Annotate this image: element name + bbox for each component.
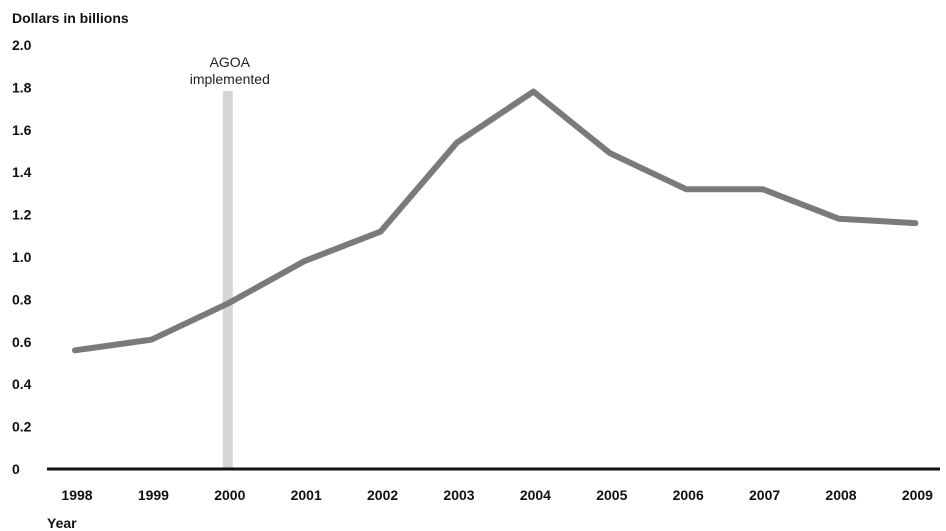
y-axis-ticks: 0 0.2 0.4 0.6 0.8 1.0 1.2 1.4 1.6 1.8 2.0 — [12, 37, 32, 477]
x-tick-label: 2007 — [749, 487, 780, 503]
y-tick-label: 2.0 — [12, 37, 32, 53]
x-tick-label: 2008 — [825, 487, 856, 503]
y-tick-label: 0.8 — [12, 291, 32, 307]
y-tick-label: 0.6 — [12, 334, 32, 350]
y-axis-title: Dollars in billions — [12, 10, 129, 26]
x-axis-ticks: 1998 1999 2000 2001 2002 2003 2004 2005 2006 2007… — [61, 487, 933, 503]
y-tick-label: 1.6 — [12, 122, 32, 138]
y-tick-label: 0.2 — [12, 419, 32, 435]
x-tick-label: 2005 — [596, 487, 627, 503]
annotation-line-1: AGOA — [210, 54, 251, 70]
x-tick-label: 2003 — [443, 487, 474, 503]
y-tick-label: 1.2 — [12, 207, 32, 223]
x-tick-label: 1998 — [61, 487, 92, 503]
series-line — [72, 88, 919, 354]
y-tick-label: 1.0 — [12, 249, 32, 265]
annotation-line-2: implemented — [190, 71, 270, 87]
y-tick-label: 1.4 — [12, 164, 32, 180]
x-tick-label: 2000 — [214, 487, 245, 503]
x-tick-label: 2006 — [673, 487, 704, 503]
y-tick-label: 1.8 — [12, 79, 32, 95]
x-tick-label: 1999 — [138, 487, 169, 503]
x-tick-label: 2002 — [367, 487, 398, 503]
y-tick-label: 0.4 — [12, 376, 32, 392]
agoa-marker-band — [222, 91, 233, 469]
x-tick-label: 2004 — [520, 487, 551, 503]
x-tick-label: 2001 — [291, 487, 322, 503]
y-tick-label: 0 — [12, 461, 20, 477]
x-tick-label: 2009 — [902, 487, 933, 503]
x-axis-title: Year — [47, 515, 77, 531]
